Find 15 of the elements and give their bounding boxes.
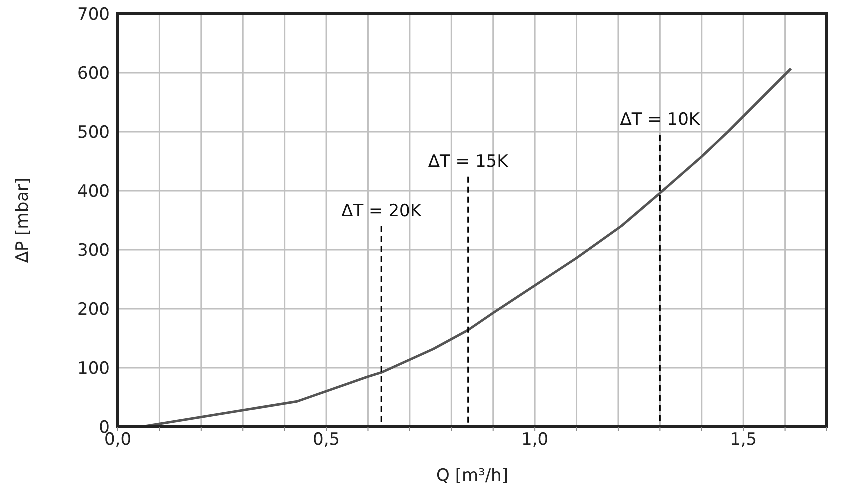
y-tick-label: 700: [78, 5, 110, 26]
annotation: ΔT = 15K: [428, 152, 510, 172]
y-tick-label: 200: [78, 300, 110, 320]
y-tick-label: 600: [78, 64, 110, 84]
y-tick-label: 100: [78, 359, 110, 380]
y-axis-title: ΔP [mbar]: [13, 178, 34, 264]
x-tick-label: 1,0: [522, 430, 549, 450]
annotation: ΔT = 10K: [620, 110, 701, 130]
y-tick-label: 500: [78, 123, 110, 144]
x-tick-label: 0,5: [313, 430, 340, 450]
x-axis-title: Q [m³/h]: [436, 466, 508, 483]
y-tick-label: 300: [78, 241, 110, 262]
y-tick-label: 400: [78, 182, 110, 202]
x-tick-label: 1,5: [730, 430, 758, 450]
annotation: ΔT = 20K: [342, 201, 422, 222]
